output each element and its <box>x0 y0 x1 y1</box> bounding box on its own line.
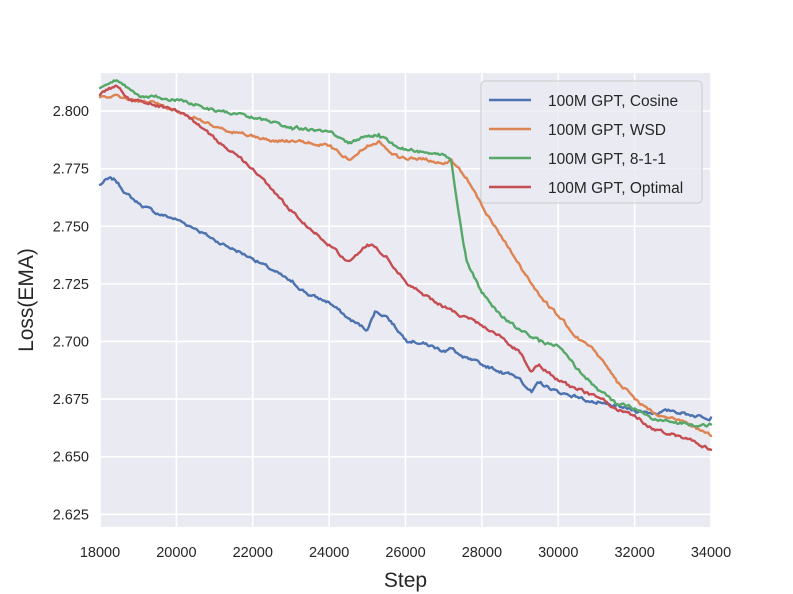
legend-box <box>480 80 703 204</box>
series-line-3 <box>98 79 713 428</box>
y-tick-label: 2.675 <box>53 392 89 408</box>
y-tick-label: 2.700 <box>53 334 89 350</box>
y-tick-label: 2.775 <box>53 162 89 178</box>
x-axis-label: Step <box>384 569 427 592</box>
y-tick-label: 2.650 <box>53 450 89 466</box>
legend-label-1: 100M GPT, Cosine <box>548 93 678 110</box>
y-axis-label: Loss(EMA) <box>15 248 38 352</box>
x-tick-label: 28000 <box>462 545 502 561</box>
legend-label-4: 100M GPT, Optimal <box>548 180 683 197</box>
x-tick-labels: 18000 20000 22000 24000 26000 28000 30000 32000… <box>80 545 731 561</box>
x-tick-label: 24000 <box>309 545 349 561</box>
y-tick-label: 2.625 <box>53 507 89 523</box>
legend-label-2: 100M GPT, WSD <box>548 122 666 139</box>
x-tick-label: 22000 <box>233 545 273 561</box>
x-tick-label: 18000 <box>80 545 120 561</box>
y-tick-label: 2.800 <box>53 104 89 120</box>
legend: 100M GPT, Cosine 100M GPT, WSD 100M GPT, 8… <box>480 80 703 204</box>
y-tick-label: 2.725 <box>53 277 89 293</box>
x-tick-label: 26000 <box>385 545 425 561</box>
x-tick-label: 20000 <box>156 545 196 561</box>
series-line-2 <box>98 93 713 438</box>
y-tick-labels: 2.625 2.650 2.675 2.700 2.725 2.750 2.775 2.800 <box>53 104 89 523</box>
y-tick-label: 2.750 <box>53 219 89 235</box>
x-tick-label: 30000 <box>538 545 578 561</box>
legend-label-3: 100M GPT, 8-1-1 <box>548 151 666 168</box>
series-lines <box>98 79 713 451</box>
x-tick-label: 32000 <box>614 545 654 561</box>
series-line-4 <box>98 84 713 451</box>
x-tick-label: 34000 <box>691 545 731 561</box>
